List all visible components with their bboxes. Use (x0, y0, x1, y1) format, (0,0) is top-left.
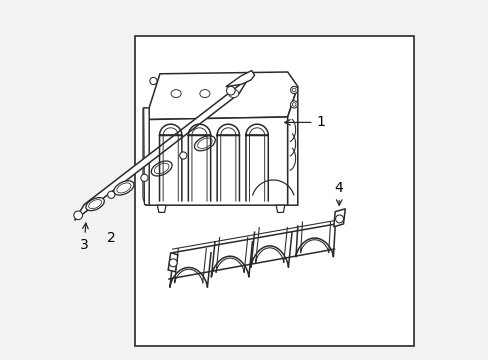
Circle shape (290, 86, 297, 94)
Ellipse shape (88, 199, 102, 209)
Circle shape (292, 103, 295, 106)
Text: 2: 2 (107, 231, 116, 244)
Polygon shape (157, 205, 166, 212)
Circle shape (149, 77, 157, 85)
Polygon shape (225, 71, 254, 87)
Ellipse shape (114, 181, 134, 195)
Circle shape (292, 88, 295, 92)
Circle shape (107, 191, 115, 198)
Ellipse shape (151, 161, 172, 176)
Ellipse shape (200, 90, 209, 98)
Polygon shape (75, 78, 248, 220)
Bar (134, 36, 413, 346)
Polygon shape (276, 205, 284, 212)
Text: 1: 1 (284, 116, 325, 129)
Ellipse shape (154, 163, 169, 174)
Polygon shape (333, 209, 345, 227)
Circle shape (290, 101, 297, 108)
Circle shape (335, 215, 343, 223)
Ellipse shape (197, 138, 212, 149)
Polygon shape (149, 72, 297, 120)
Polygon shape (168, 253, 178, 272)
Polygon shape (142, 108, 149, 205)
Ellipse shape (228, 90, 238, 98)
Circle shape (226, 86, 235, 95)
Text: 3: 3 (80, 223, 88, 252)
Polygon shape (149, 117, 287, 205)
Circle shape (179, 152, 186, 159)
Polygon shape (287, 86, 297, 205)
Text: 4: 4 (334, 181, 343, 205)
Circle shape (141, 174, 148, 181)
Circle shape (169, 259, 177, 267)
Ellipse shape (117, 183, 131, 193)
Polygon shape (143, 108, 149, 205)
Ellipse shape (86, 198, 104, 211)
Ellipse shape (171, 90, 181, 98)
Circle shape (74, 211, 82, 220)
Ellipse shape (194, 136, 215, 151)
